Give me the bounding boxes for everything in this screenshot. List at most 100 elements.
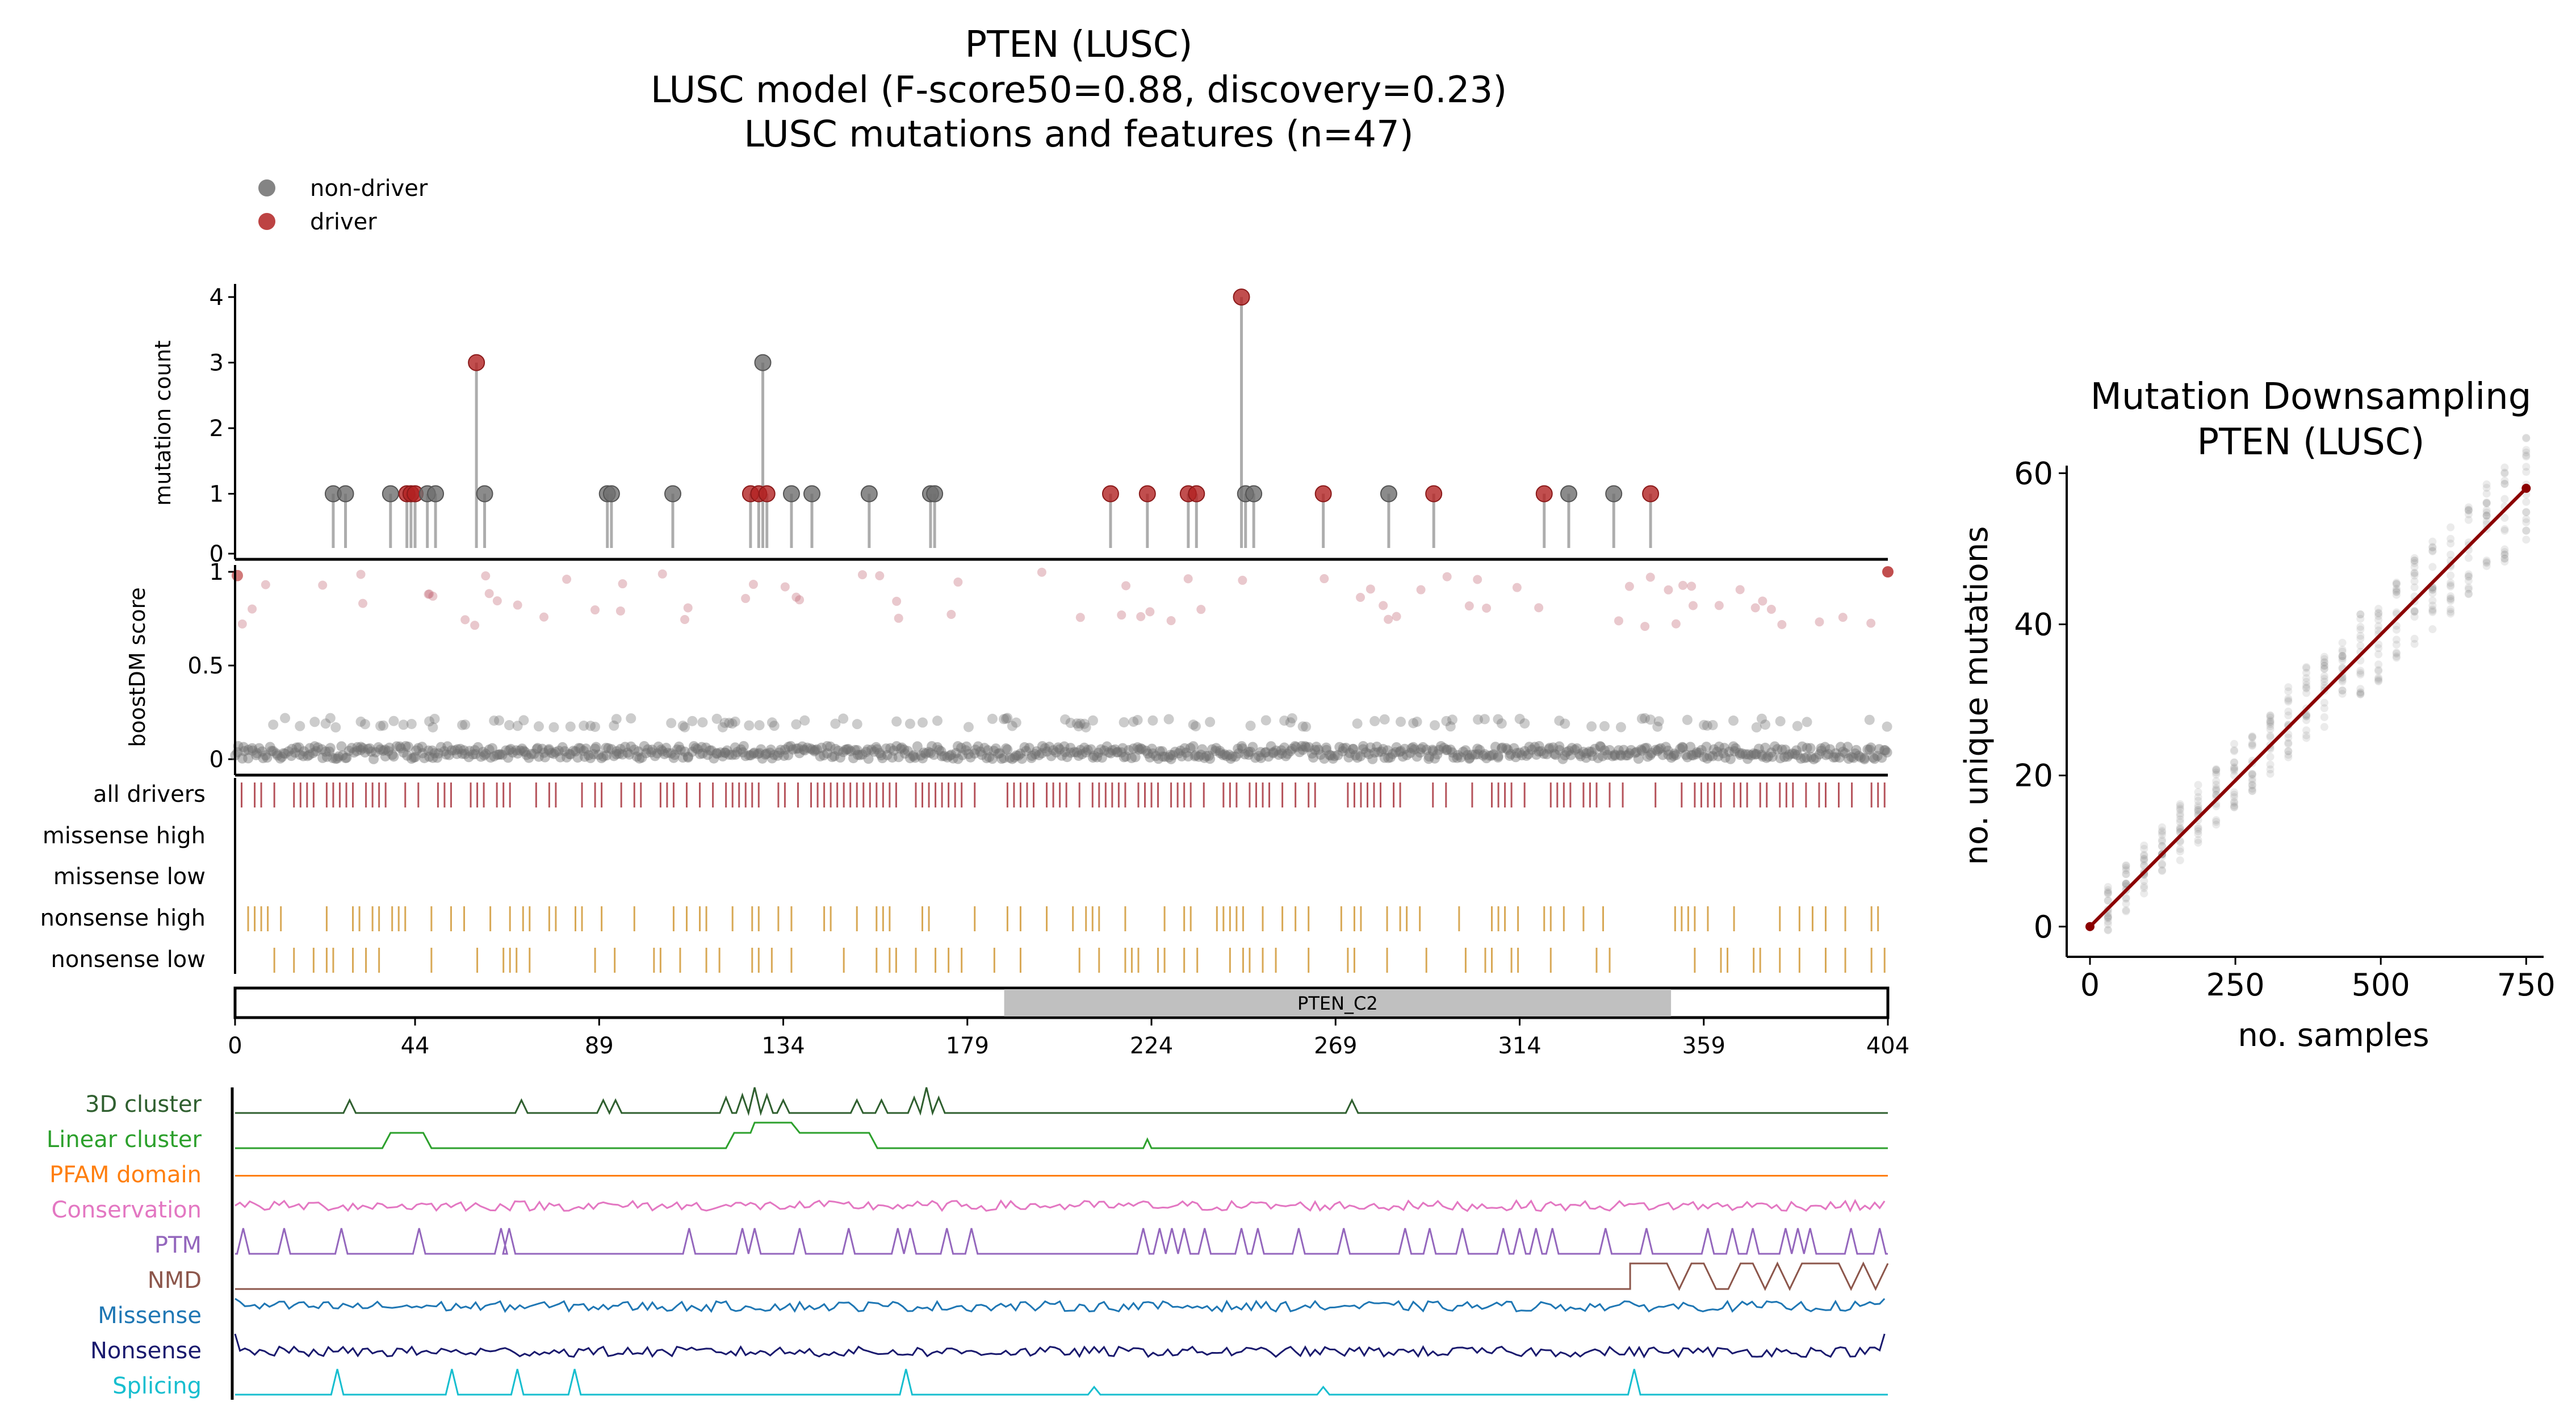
downsampling-point [2320,664,2328,673]
boostdm-point [1221,751,1232,761]
downsampling-point [2482,498,2491,507]
downsampling-point [2104,889,2112,897]
downsampling-point [2302,731,2311,739]
boostdm-point [618,579,627,589]
boostdm-point [442,741,453,752]
boostdm-point [1473,749,1484,760]
boostdm-point [908,751,919,761]
boostdm-point [1725,754,1736,764]
downsampling-point [2392,579,2401,587]
boostdm-point [1157,751,1168,762]
downsampling-point [2302,681,2311,689]
boostdm-point [370,747,381,758]
downsampling-point [2464,572,2473,580]
boostdm-point [1119,717,1129,727]
feature-label-missense: Missense [98,1303,202,1329]
boostdm-point [1554,741,1565,752]
boostdm-point [1539,748,1549,759]
boostdm-point [1130,752,1141,763]
boostdm-point [936,751,947,761]
lollipop-y-tick-label: 2 [210,416,224,442]
downsampling-point [2447,534,2455,543]
boostdm-point [1411,751,1422,762]
boostdm-point [295,750,305,760]
downsampling-point [2158,860,2166,869]
downsampling-point [2212,770,2221,779]
lollipop-head [1138,485,1156,503]
boostdm-point [1065,743,1076,754]
boostdm-point [1457,746,1468,757]
boostdm-point [1730,743,1741,754]
boostdm-point [1352,718,1363,729]
downsampling-point [2392,580,2401,588]
boostdm-point [766,753,777,764]
protein-x-ticks: 0 44 89 134 179 224 269 314 359 404 [228,1018,1909,1059]
boostdm-point [1343,752,1354,763]
boostdm-point [1751,748,1762,759]
boostdm-point [1180,747,1191,758]
boostdm-point [1227,751,1238,762]
boostdm-point [636,752,647,763]
boostdm-point [1358,744,1368,755]
boostdm-point [1581,752,1591,763]
boostdm-point [1225,754,1236,764]
boostdm-point [391,741,402,752]
boostdm-point [735,744,746,755]
boostdm-point [1599,721,1610,731]
boostdm-point [752,748,763,759]
boostdm-point [1544,744,1555,755]
boostdm-point [539,612,549,622]
downsampling-point [2338,677,2347,686]
boostdm-point [1183,574,1193,584]
downsampling-point [2140,855,2148,863]
boostdm-point [1121,751,1132,762]
downsampling-point [2447,592,2455,601]
boostdm-point [417,742,428,752]
boostdm-point [565,749,576,760]
boostdm-point [1682,752,1693,763]
boostdm-point [340,752,351,763]
downsampling-point [2104,926,2112,935]
boostdm-point [1542,749,1552,760]
boostdm-point [1874,744,1884,755]
boostdm-point [1371,741,1382,752]
boostdm-point [1490,742,1501,752]
boostdm-point [1855,752,1866,763]
boostdm-point [1445,744,1456,755]
boostdm-point [1646,748,1657,759]
boostdm-point [1044,742,1055,752]
downsampling-point [2410,613,2419,621]
boostdm-point [835,752,845,763]
downsampling-point [2194,830,2202,838]
boostdm-point [720,747,731,758]
boostdm-point [769,721,780,731]
downsampling-point [2122,870,2130,878]
feature-label-splicing: Splicing [112,1373,202,1399]
downsampling-point [2374,605,2383,613]
boostdm-point [1030,749,1041,760]
downsampling-point [2230,763,2239,772]
downsampling-point [2374,609,2383,617]
boostdm-point [809,746,820,757]
boostdm-point [1373,747,1384,758]
boostdm-point [336,741,347,752]
boostdm-point [501,745,512,756]
boostdm-point [493,715,504,726]
boostdm-point [1467,750,1477,760]
boostdm-point [232,570,243,581]
boostdm-point [1207,744,1217,755]
boostdm-point [1636,746,1647,756]
boostdm-point [872,744,882,755]
boostdm-point [1080,722,1091,733]
boostdm-point [532,743,543,754]
boostdm-point [1777,620,1787,629]
boostdm-point [802,742,812,753]
boostdm-point [702,750,713,760]
downsampling-point [2374,667,2383,675]
boostdm-point [1173,748,1184,759]
boostdm-point [1655,743,1666,754]
boostdm-point [1760,742,1771,753]
boostdm-point [1462,750,1473,760]
boostdm-point [349,747,359,758]
boostdm-point [749,747,760,758]
